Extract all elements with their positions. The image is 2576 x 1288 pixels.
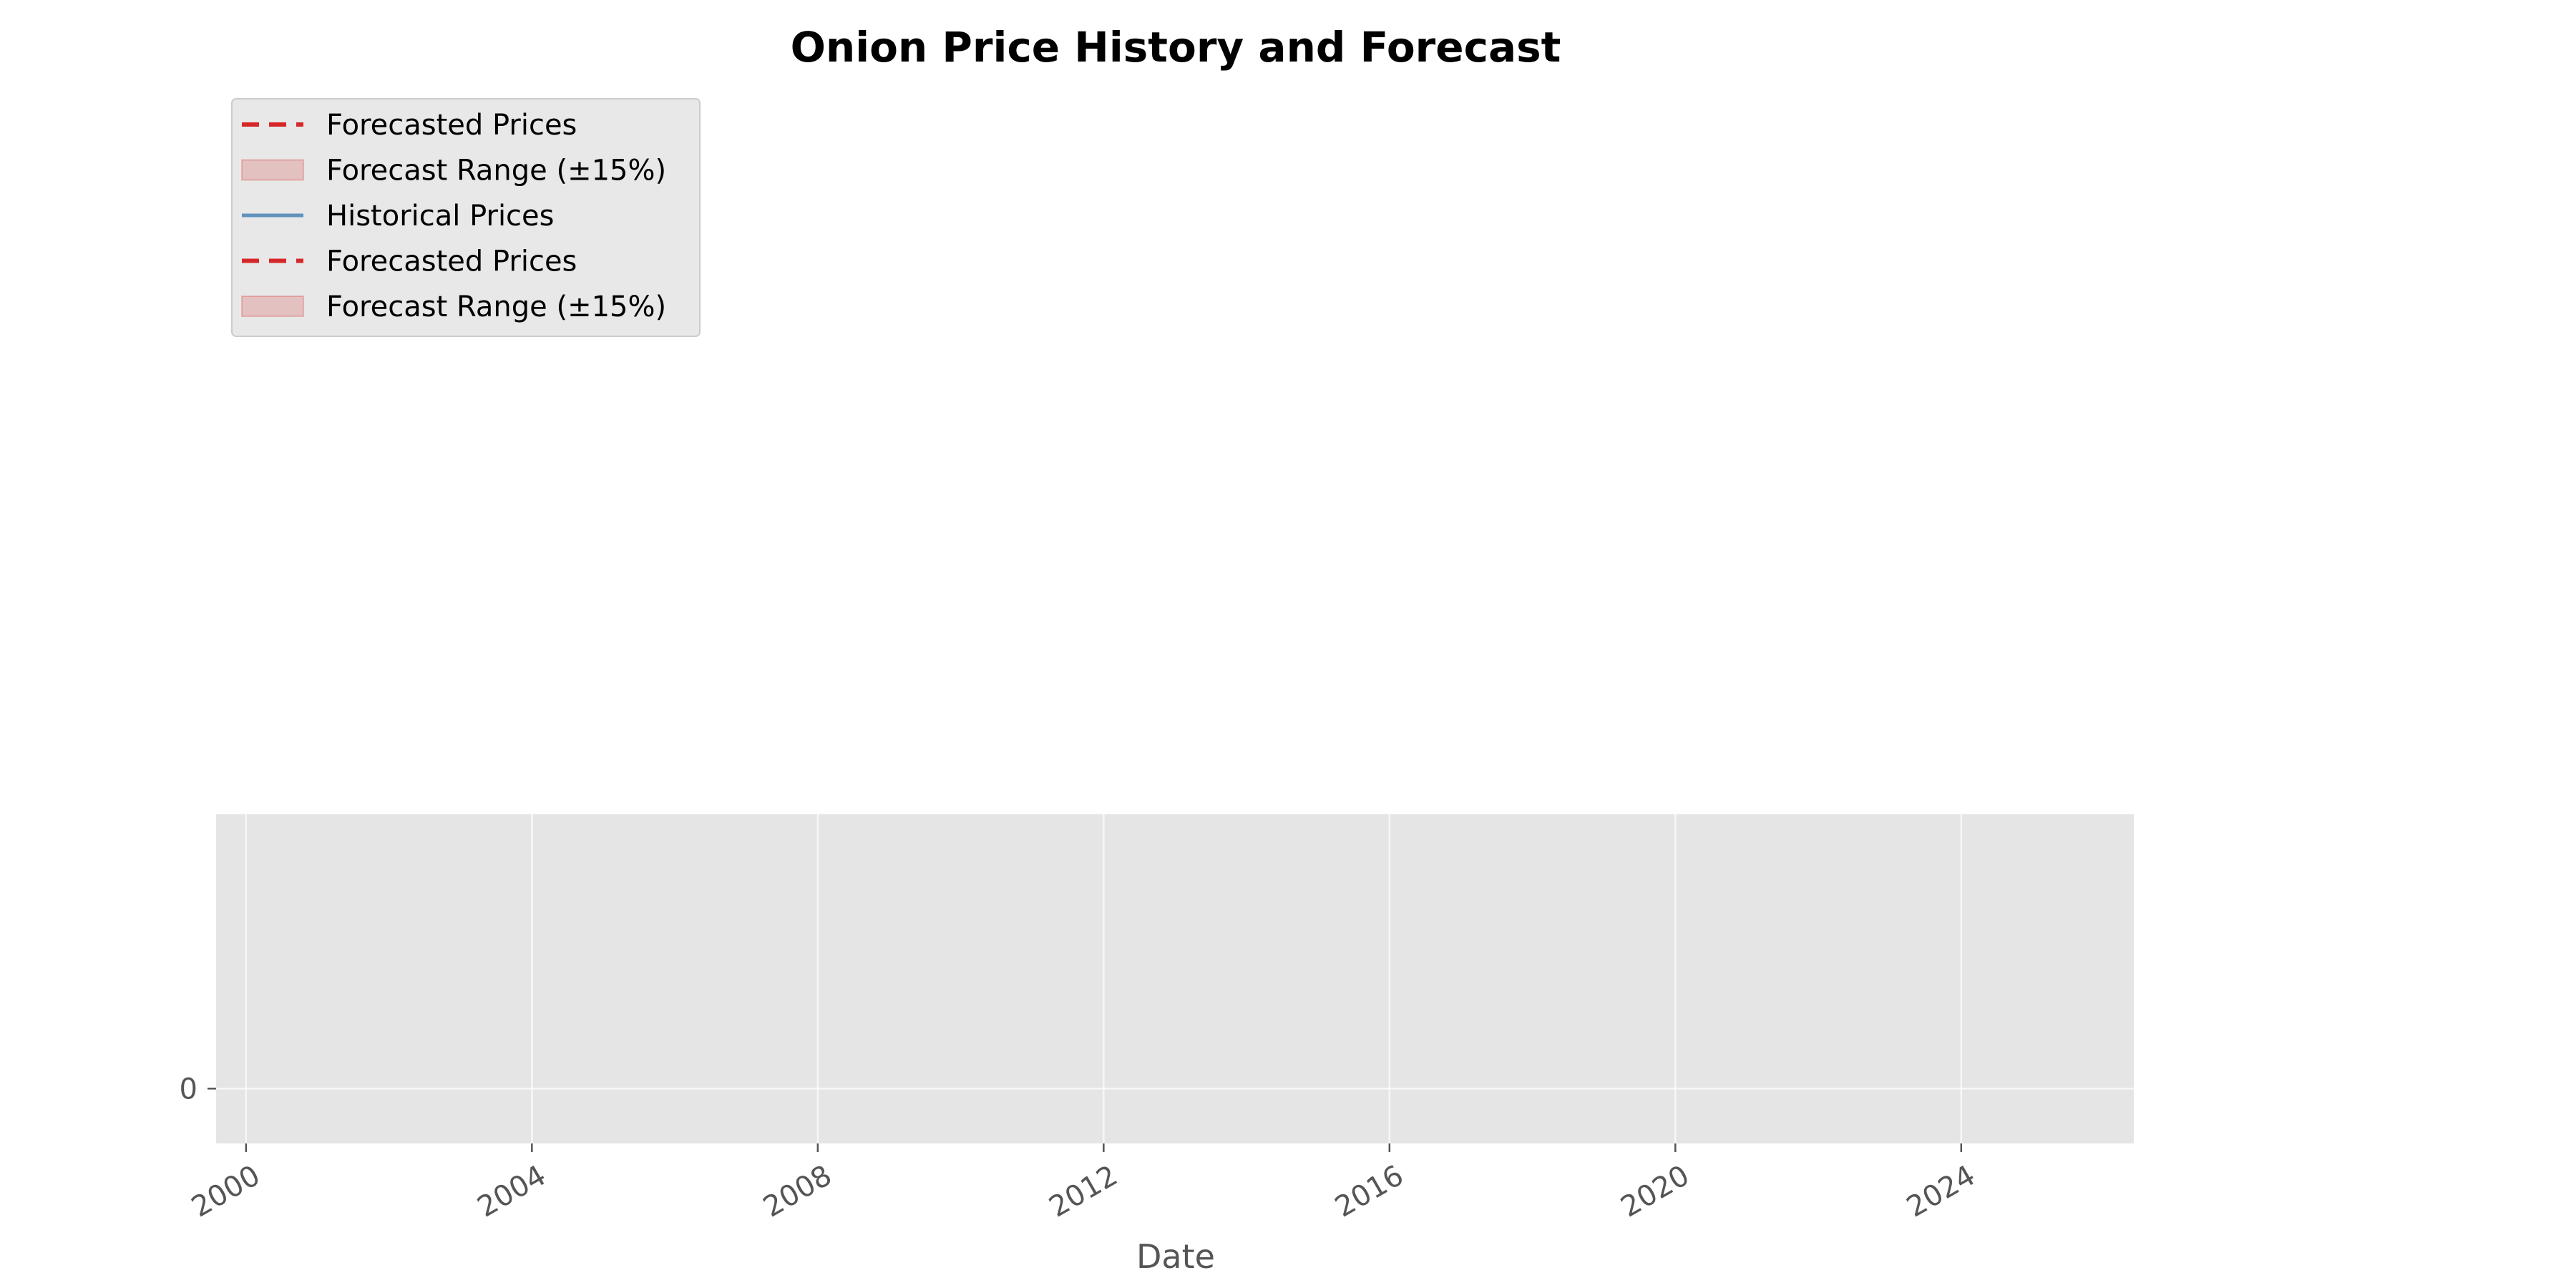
legend-entries: Forecasted Prices Forecast Range (±15%) Hi… [241, 109, 666, 323]
legend-label: Forecasted Prices [326, 109, 577, 142]
legend-entry: Forecasted Prices [242, 109, 577, 142]
legend-swatch-band [241, 159, 304, 181]
plot-area [216, 814, 2134, 1143]
legend: Forecasted Prices Forecast Range (±15%) Hi… [231, 98, 701, 337]
legend-box [231, 98, 701, 337]
legend-label: Forecasted Prices [326, 245, 577, 278]
y-tick-label: 0 [180, 1073, 197, 1106]
grid-layer [216, 814, 2134, 1143]
legend-label: Forecast Range (±15%) [326, 291, 666, 323]
legend-entry: Forecast Range (±15%) [241, 155, 666, 187]
legend-label: Historical Prices [326, 200, 555, 233]
legend-entry: Forecast Range (±15%) [241, 291, 666, 323]
x-axis-label: Date [1136, 1237, 1215, 1276]
legend-swatch-band [241, 296, 304, 317]
chart-title: Onion Price History and Forecast [791, 23, 1561, 72]
legend-entry: Historical Prices [242, 200, 555, 233]
legend-label: Forecast Range (±15%) [326, 155, 666, 187]
legend-entry: Forecasted Prices [242, 245, 577, 278]
